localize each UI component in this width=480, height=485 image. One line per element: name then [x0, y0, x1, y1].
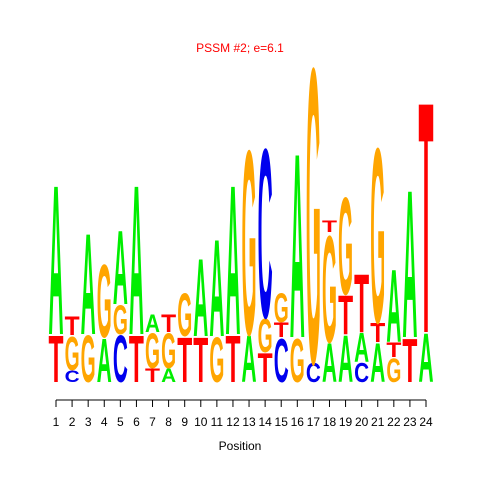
x-tick-label: 12 — [226, 415, 240, 429]
logo-letter: T — [370, 317, 385, 349]
logo-letter: C — [113, 323, 128, 397]
logo-letter: T — [322, 218, 337, 236]
logo-letter: G — [113, 297, 128, 343]
x-tick-label: 23 — [403, 415, 417, 429]
logo-letter: T — [419, 33, 434, 403]
x-tick-label: 2 — [69, 415, 76, 429]
x-tick-label: 13 — [242, 415, 256, 429]
logo-letter: A — [113, 210, 128, 328]
logo-letter: T — [354, 257, 369, 351]
logo-letter: A — [161, 366, 176, 387]
logo-letter: A — [370, 332, 385, 394]
logo-letter: A — [290, 99, 305, 394]
logo-letter: T — [161, 311, 176, 338]
logo-letter: C — [65, 367, 80, 386]
logo-letter: G — [97, 242, 112, 359]
logo-letter: G — [338, 169, 353, 324]
logo-letter: T — [193, 325, 208, 396]
logo-letter: T — [225, 322, 240, 396]
logo-letter: A — [402, 146, 417, 382]
x-tick-label: 8 — [165, 415, 172, 429]
x-tick-label: 15 — [275, 415, 289, 429]
logo-letter: G — [386, 351, 401, 389]
x-tick-label: 6 — [133, 415, 140, 429]
x-axis-label: Position — [219, 439, 262, 453]
logo-letter: A — [193, 236, 208, 360]
logo-letter: T — [177, 325, 192, 396]
logo-letter: G — [306, 0, 321, 452]
logo-letter: T — [49, 322, 64, 396]
logo-letter: G — [258, 309, 273, 363]
logo-letter: A — [145, 309, 160, 337]
x-tick-label: 22 — [387, 415, 401, 429]
logo-letter: A — [129, 141, 144, 380]
x-tick-label: 7 — [149, 415, 156, 429]
logo-letter: A — [338, 323, 353, 397]
logo-letter: G — [81, 324, 96, 397]
chart-title: PSSM #2; e=6.1 — [196, 41, 284, 55]
logo-letter: G — [177, 281, 192, 350]
logo-letter: G — [145, 324, 160, 379]
logo-letter: T — [258, 345, 273, 391]
logo-letter: A — [209, 212, 224, 367]
x-tick-label: 16 — [291, 415, 305, 429]
x-tick-label: 21 — [371, 415, 385, 429]
logo-letter: A — [225, 141, 240, 380]
logo-letter: T — [274, 318, 289, 342]
logo-letter: G — [242, 96, 257, 391]
logo-letter: T — [338, 285, 353, 347]
x-tick-label: 3 — [85, 415, 92, 429]
logo-letter: A — [354, 324, 369, 371]
logo-letter: C — [258, 100, 273, 369]
logo-letter: C — [306, 358, 321, 389]
logo-letter: A — [386, 248, 401, 365]
x-tick-label: 14 — [258, 415, 272, 429]
logo-letter: A — [242, 323, 257, 397]
logo-letter: G — [290, 325, 305, 395]
logo-letter: T — [402, 327, 417, 397]
logo-letter: T — [386, 338, 401, 362]
logo-letter: C — [354, 358, 369, 389]
logo-letter: T — [65, 312, 80, 341]
logo-letter: A — [419, 320, 434, 397]
x-tick-label: 1 — [53, 415, 60, 429]
logo-letter: A — [81, 204, 96, 365]
x-tick-label: 9 — [181, 415, 188, 429]
x-tick-label: 24 — [419, 415, 433, 429]
logo-letter: A — [49, 141, 64, 380]
x-tick-label: 11 — [211, 415, 224, 429]
logo-letter: A — [97, 326, 112, 396]
logo-letter: G — [274, 285, 289, 331]
logo-letter: C — [274, 326, 289, 396]
x-tick-label: 17 — [307, 415, 321, 429]
logo-letter: T — [145, 364, 161, 386]
logo-letter: G — [161, 324, 176, 379]
logo-letter: G — [209, 324, 224, 396]
x-tick-label: 18 — [323, 415, 337, 429]
x-tick-label: 19 — [339, 415, 353, 429]
x-tick-label: 10 — [194, 415, 208, 429]
x-tick-label: 5 — [117, 415, 124, 429]
logo-letter: G — [65, 327, 80, 381]
x-tick-label: 20 — [355, 415, 369, 429]
logo-letter: G — [322, 204, 337, 375]
logo-letter: G — [370, 95, 385, 376]
logo-letter: T — [129, 322, 144, 396]
logo-letter: A — [322, 332, 337, 394]
x-tick-label: 4 — [101, 415, 108, 429]
